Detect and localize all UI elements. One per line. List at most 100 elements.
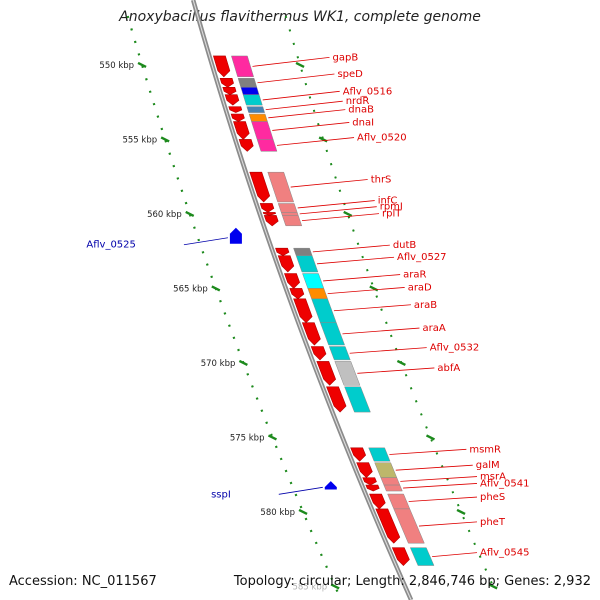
- cds-arrow-arad[interactable]: [289, 288, 305, 300]
- gene-label-araa[interactable]: araA: [422, 323, 445, 334]
- gene-label-aflv-0541[interactable]: Aflv_0541: [480, 478, 530, 489]
- leader-line: [262, 90, 340, 101]
- leader-line: [265, 100, 343, 110]
- cds-arrow-galm[interactable]: [356, 462, 373, 479]
- cds-arrow-unnamed-2[interactable]: [222, 86, 237, 96]
- cds-arrow-arar[interactable]: [284, 273, 301, 289]
- leader-line: [432, 552, 478, 557]
- kbp-tick-mark: [160, 136, 170, 143]
- cog-color-box: [231, 55, 254, 78]
- cds-arrow-shape: [224, 94, 240, 106]
- kbp-tick-label: 555 kbp: [122, 135, 157, 145]
- cds-arrow-msmr[interactable]: [350, 447, 367, 462]
- gene-label-gapb[interactable]: gapB: [333, 52, 359, 63]
- cds-arrow-dnai[interactable]: [233, 121, 250, 140]
- cds-arrow-shape: [263, 215, 279, 227]
- cds-arrow-aflv-0541[interactable]: [365, 484, 380, 492]
- cds-arrow-dnab[interactable]: [230, 113, 245, 122]
- leader-line: [349, 347, 427, 354]
- cds-arrow-aflv-0516[interactable]: [224, 94, 240, 106]
- kbp-tick-label: 560 kbp: [147, 210, 182, 220]
- gene-label-arad[interactable]: araD: [408, 282, 432, 293]
- cds-arrow-phet[interactable]: [375, 508, 401, 544]
- cds-arrow-abfa[interactable]: [316, 361, 337, 386]
- outer-tick-mark: [488, 583, 498, 590]
- cds-arrow-aflv-0520[interactable]: [238, 139, 254, 152]
- cog-color-box: [240, 87, 260, 95]
- cds-arrow-shape: [356, 462, 373, 479]
- cds-arrow-shape: [262, 212, 277, 216]
- cds-arrow-shape: [233, 121, 250, 140]
- outer-tick-mark: [343, 210, 353, 217]
- gene-label-aflv-0516[interactable]: Aflv_0516: [343, 86, 393, 97]
- cds-arrow-unnamed-20[interactable]: [326, 386, 347, 413]
- cds-arrow-rpmi[interactable]: [262, 212, 277, 216]
- feature-sspi[interactable]: sspI: [211, 481, 337, 500]
- gene-label-msra[interactable]: msrA: [480, 472, 506, 483]
- gene-label-aflv-0520[interactable]: Aflv_0520: [357, 133, 407, 144]
- feature-leader-line: [183, 237, 228, 246]
- feature-aflv-0525[interactable]: Aflv_0525: [86, 227, 242, 251]
- cds-arrow-rplt[interactable]: [263, 215, 279, 227]
- cds-arrow-aflv-0527[interactable]: [277, 255, 295, 273]
- cds-arrow-nrdr[interactable]: [228, 106, 243, 113]
- gene-label-thrs[interactable]: thrS: [371, 174, 392, 185]
- cds-arrow-shape: [289, 288, 305, 300]
- cds-arrow-gapb[interactable]: [212, 55, 231, 78]
- cog-color-box: [319, 322, 345, 346]
- cds-arrow-arab[interactable]: [293, 298, 313, 324]
- cog-color-box: [383, 484, 403, 492]
- cog-color-box: [409, 547, 435, 566]
- cog-color-box: [334, 361, 361, 386]
- gene-label-msmr[interactable]: msmR: [469, 444, 501, 455]
- cds-arrow-shape: [219, 78, 234, 88]
- cog-color-box: [311, 298, 337, 323]
- gene-label-aflv-0527[interactable]: Aflv_0527: [397, 252, 447, 263]
- leader-line: [312, 244, 390, 253]
- leader-line: [277, 137, 355, 146]
- cds-arrow-shape: [293, 298, 313, 324]
- cds-arrow-aflv-0532[interactable]: [310, 346, 327, 361]
- leader-line: [333, 304, 411, 312]
- cds-arrow-shape: [230, 113, 245, 122]
- cog-color-box: [368, 447, 391, 462]
- leader-line: [257, 73, 335, 84]
- gene-label-dutb[interactable]: dutB: [393, 240, 417, 251]
- cds-arrow-araa[interactable]: [301, 322, 321, 346]
- scale-ticks-layer: 550 kbp 555 kbp 560 kbp 565 kbp 570 kbp 575 k…: [99, 15, 498, 593]
- cds-arrow-thrs[interactable]: [249, 171, 271, 203]
- cds-arrow-shape: [212, 55, 231, 78]
- cog-color-box: [277, 203, 298, 213]
- cds-arrow-shape: [391, 547, 410, 566]
- cds-arrow-shape: [277, 255, 295, 273]
- gene-label-dnab[interactable]: dnaB: [348, 105, 374, 116]
- gene-label-nrdr[interactable]: nrdR: [346, 96, 370, 107]
- cds-arrow-aflv-0545[interactable]: [391, 547, 410, 566]
- gene-label-arar[interactable]: araR: [403, 270, 426, 281]
- gene-label-abfa[interactable]: abfA: [437, 363, 460, 374]
- cds-arrow-dutb[interactable]: [275, 247, 290, 256]
- cds-arrow-phes[interactable]: [369, 493, 386, 510]
- leader-line: [299, 206, 377, 215]
- gene-label-phes[interactable]: pheS: [480, 492, 505, 503]
- gene-label-aflv-0532[interactable]: Aflv_0532: [430, 343, 480, 354]
- gene-label-aflv-0545[interactable]: Aflv_0545: [480, 548, 530, 559]
- cog-color-box: [256, 139, 278, 152]
- gene-label-infc[interactable]: infC: [378, 196, 398, 207]
- gene-label-galm[interactable]: galM: [476, 460, 500, 471]
- cds-arrow-sped[interactable]: [219, 78, 234, 88]
- gene-label-rpmi[interactable]: rpmI: [380, 202, 403, 213]
- cds-arrow-shape: [310, 346, 327, 361]
- cds-arrow-shape: [284, 273, 301, 289]
- gene-label-phet[interactable]: pheT: [480, 517, 506, 528]
- gene-label-rplt[interactable]: rplT: [382, 209, 402, 220]
- kbp-tick-mark: [298, 508, 308, 515]
- cds-arrow-shape: [275, 247, 290, 256]
- kbp-tick-label: 575 kbp: [230, 433, 265, 443]
- gene-label-sped[interactable]: speD: [337, 69, 363, 80]
- cds-arrow-infc[interactable]: [259, 203, 275, 213]
- cds-arrow-msra[interactable]: [362, 477, 377, 486]
- gene-label-arab[interactable]: araB: [414, 300, 437, 311]
- kbp-tick-label: 550 kbp: [99, 61, 134, 71]
- gene-label-dnai[interactable]: dnaI: [352, 117, 374, 128]
